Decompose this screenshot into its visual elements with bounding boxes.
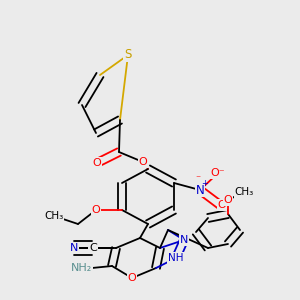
Text: CH₃: CH₃ <box>234 187 254 197</box>
Text: N: N <box>196 184 204 196</box>
Text: N: N <box>70 243 78 253</box>
Text: S: S <box>124 49 132 62</box>
Text: CH₃: CH₃ <box>44 211 64 221</box>
Text: C: C <box>89 243 97 253</box>
Text: N: N <box>180 235 188 245</box>
Text: O: O <box>139 157 147 167</box>
Text: ⁻: ⁻ <box>195 174 201 184</box>
Text: NH: NH <box>168 253 184 263</box>
Text: +: + <box>202 179 208 188</box>
Text: O: O <box>224 195 232 205</box>
Text: O: O <box>92 205 100 215</box>
Text: O: O <box>128 273 136 283</box>
Text: O: O <box>93 158 101 168</box>
Text: NH₂: NH₂ <box>71 263 92 273</box>
Text: O⁻: O⁻ <box>211 168 225 178</box>
Text: O: O <box>218 200 226 210</box>
